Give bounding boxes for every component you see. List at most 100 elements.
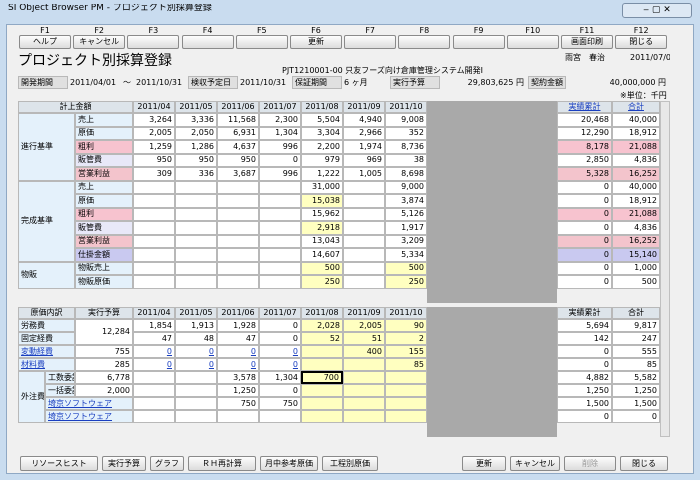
amount-cell: 2,050 (175, 126, 217, 140)
unit-note: ※単位：千円 (620, 91, 667, 100)
header-cell: 2011/06 (217, 101, 259, 113)
fkey-button[interactable] (398, 35, 451, 49)
fkey-button[interactable] (235, 35, 288, 49)
row-label[interactable]: 材料費 (18, 358, 75, 371)
amount-cell: 3,874 (385, 194, 427, 208)
amount-cell (175, 384, 217, 397)
amount-cell: 250 (301, 275, 343, 289)
cumulative-cell: 0 (557, 275, 612, 289)
footer-button[interactable]: リソースヒスト (20, 456, 98, 471)
fkey-button[interactable] (127, 35, 180, 49)
amount-cell: 2,300 (259, 113, 301, 127)
fkey-button[interactable] (452, 35, 505, 49)
amount-cell: 0 (133, 358, 175, 371)
amount-cell: 4,637 (217, 140, 259, 154)
header-cell: 2011/08 (301, 101, 343, 113)
field-value: 6 ヶ月 (344, 77, 368, 87)
amount-cell: 2,200 (301, 140, 343, 154)
amount-cell: 996 (259, 140, 301, 154)
footer-button[interactable]: 閉じる (620, 456, 668, 471)
row-label: 粗利 (75, 140, 133, 154)
footer-button[interactable]: 実行予算 (102, 456, 146, 471)
amount-cell: 309 (133, 167, 175, 181)
footer-button[interactable]: 工程別原価 (322, 456, 378, 471)
fkey-button[interactable]: 画面印刷 (561, 35, 613, 49)
footer-button[interactable]: 更新 (462, 456, 506, 471)
header-cell: 実績累計 (557, 307, 612, 319)
amount-cell: 400 (343, 345, 385, 358)
cumulative-cell: 0 (557, 410, 612, 423)
amount-cell: 1,304 (259, 371, 301, 384)
fkey-button[interactable] (344, 35, 397, 49)
amount-cell: 38 (385, 153, 427, 167)
fkey-button[interactable]: 閉じる (615, 35, 668, 49)
total-cell: 1,000 (612, 261, 660, 275)
budget-cell: 12,284 (75, 319, 133, 345)
amount-cell: 0 (259, 384, 301, 397)
fkey-label: F6 (311, 26, 321, 35)
cumulative-cell: 0 (557, 358, 612, 371)
field-value: 2011/04/01 (70, 77, 117, 87)
amount-cell: 3,264 (133, 113, 175, 127)
footer-button[interactable]: 削除 (564, 456, 616, 471)
header-cell: 2011/08 (301, 307, 343, 319)
amount-cell: 1,928 (217, 319, 259, 332)
cumulative-cell: 12,290 (557, 126, 612, 140)
amount-cell: 9,008 (385, 113, 427, 127)
row-label: 一括委託 (45, 384, 75, 397)
fkey-button[interactable] (181, 35, 234, 49)
cumulative-cell: 8,178 (557, 140, 612, 154)
amount-cell (175, 397, 217, 410)
fkey-button[interactable] (506, 35, 559, 49)
user-name: 雨宮 春治 (565, 53, 605, 62)
field-value: 2011/10/31 (240, 77, 287, 87)
amount-cell (259, 275, 301, 289)
group-label: 外注費 (18, 371, 45, 423)
footer-button[interactable]: 月中参考原価 (260, 456, 318, 471)
row-label: 仕掛金額 (75, 248, 133, 262)
footer-button[interactable]: キャンセル (510, 456, 560, 471)
amount-cell: 31,000 (301, 180, 343, 194)
fkey-label: F8 (419, 26, 430, 35)
budget-cell: 755 (75, 345, 133, 358)
amount-cell: 2,005 (133, 126, 175, 140)
footer-button[interactable]: グラフ (150, 456, 184, 471)
gray-area (427, 101, 557, 303)
amount-cell: 9,000 (385, 180, 427, 194)
amount-cell: 500 (385, 261, 427, 275)
group-label: 進行基準 (18, 113, 75, 181)
fkey-label: F11 (579, 26, 595, 35)
fkey-button[interactable]: キャンセル (73, 35, 126, 49)
cumulative-cell: 1,500 (557, 397, 612, 410)
row-label[interactable]: 埼京ソフトウェア (45, 397, 133, 410)
amount-cell (385, 371, 427, 384)
row-label[interactable]: 埼京ソフトウェア (45, 410, 133, 423)
fkey-button[interactable]: ヘルプ (19, 35, 71, 49)
amount-cell (385, 410, 427, 423)
window-controls[interactable]: ‒ ▢ ✕ (622, 3, 692, 18)
cumulative-cell: 0 (557, 180, 612, 194)
total-cell: 21,088 (612, 140, 660, 154)
amount-cell: 1,286 (175, 140, 217, 154)
amount-cell: 0 (259, 332, 301, 345)
amount-cell: 48 (175, 332, 217, 345)
fkey-button[interactable]: 更新 (290, 35, 342, 49)
row-label[interactable]: 変動経費 (18, 345, 75, 358)
footer-button[interactable]: ＲＨ再計算 (188, 456, 256, 471)
amount-cell: 0 (175, 345, 217, 358)
amount-cell: 336 (175, 167, 217, 181)
header-cell: 2011/04 (133, 101, 175, 113)
total-cell: 5,582 (612, 371, 660, 384)
amount-cell: 11,568 (217, 113, 259, 127)
amount-cell: 2,028 (301, 319, 343, 332)
amount-cell (217, 275, 259, 289)
header-cell: 2011/07 (259, 101, 301, 113)
amount-cell: 13,043 (301, 234, 343, 248)
amount-cell: 0 (259, 153, 301, 167)
row-label: 売上 (75, 113, 133, 127)
amount-cell (343, 275, 385, 289)
cumulative-cell: 5,328 (557, 167, 612, 181)
amount-cell: 2 (385, 332, 427, 345)
row-label: 粗利 (75, 207, 133, 221)
amount-cell: 950 (175, 153, 217, 167)
